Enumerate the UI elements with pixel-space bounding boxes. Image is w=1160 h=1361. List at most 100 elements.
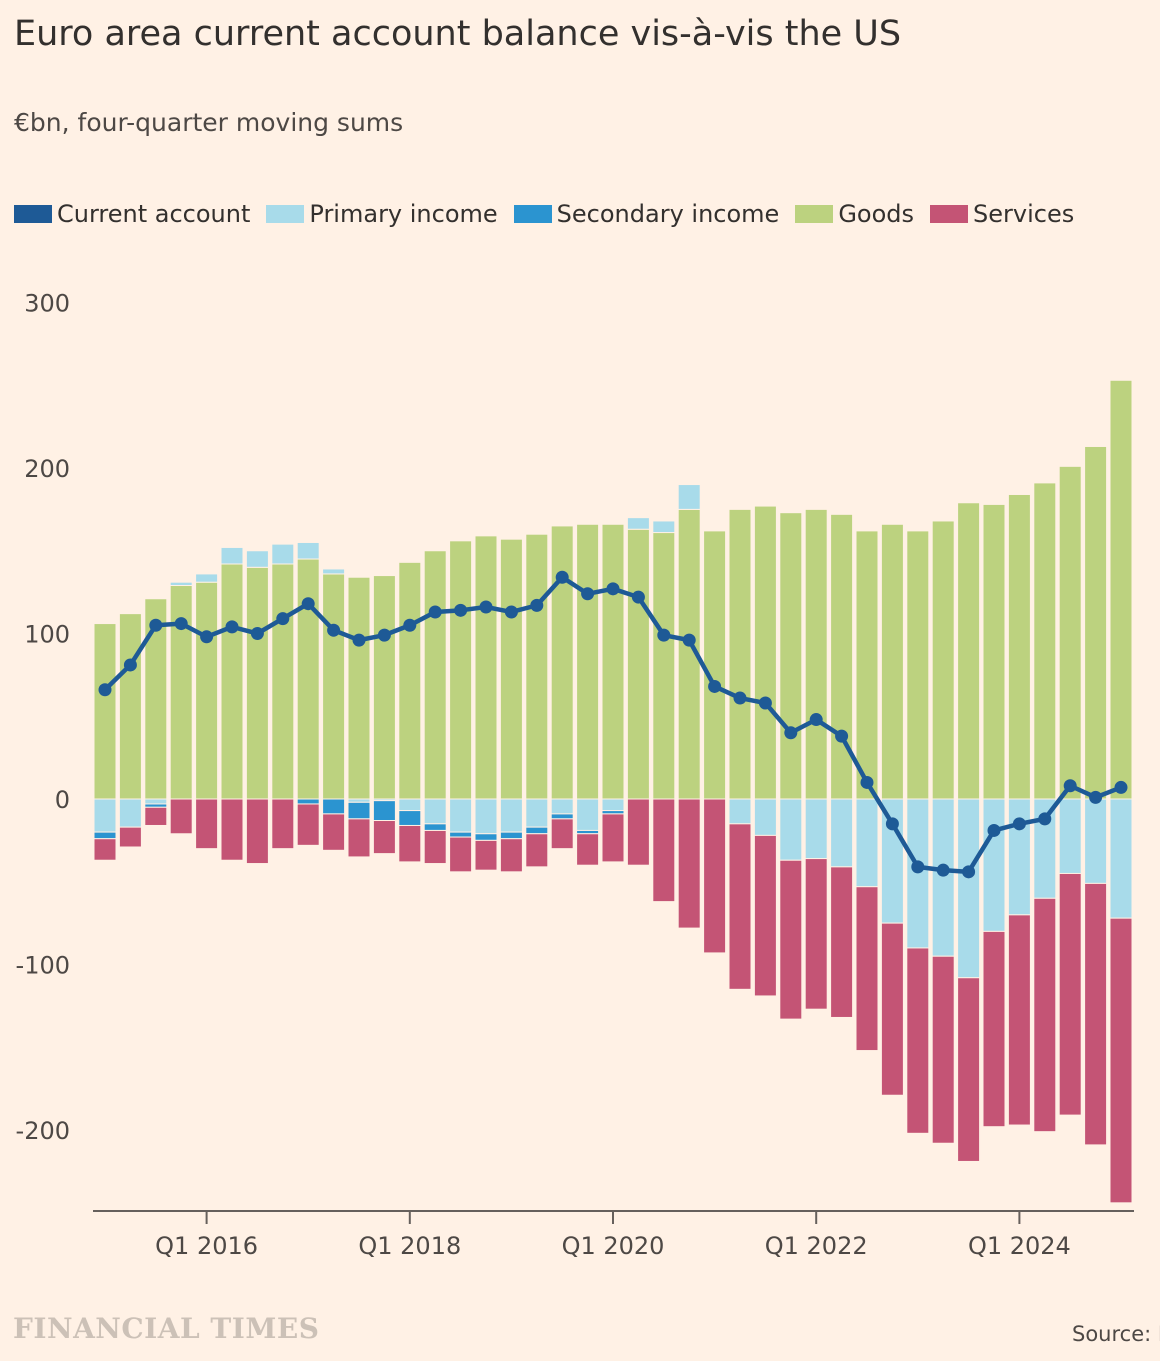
current-account-point xyxy=(1114,780,1128,794)
bar-primary-income xyxy=(779,798,803,861)
y-tick-label: 100 xyxy=(24,621,70,649)
bar-services xyxy=(245,798,269,865)
bar-primary-income xyxy=(449,798,473,833)
bar-services xyxy=(1058,872,1082,1116)
current-account-point xyxy=(555,570,569,584)
legend-label: Goods xyxy=(838,200,915,228)
y-tick-label: 200 xyxy=(24,455,70,483)
bar-primary-income xyxy=(1007,798,1031,916)
bar-goods xyxy=(576,523,600,800)
bar-goods xyxy=(449,540,473,800)
x-tick-label: Q1 2020 xyxy=(562,1232,665,1260)
bar-services xyxy=(322,813,346,851)
current-account-point xyxy=(657,628,671,642)
bar-goods xyxy=(804,508,828,800)
bar-services xyxy=(576,833,600,866)
bar-primary-income xyxy=(525,798,549,828)
bar-goods xyxy=(550,525,574,800)
bar-services xyxy=(703,798,727,954)
current-account-point xyxy=(174,617,188,631)
current-account-point xyxy=(758,696,772,710)
bar-services xyxy=(753,834,777,997)
bar-goods xyxy=(1033,482,1057,800)
x-tick-label: Q1 2022 xyxy=(765,1232,868,1260)
bar-goods xyxy=(1058,465,1082,800)
bar-goods xyxy=(347,576,371,800)
bar-goods xyxy=(220,563,244,800)
bar-goods xyxy=(271,563,295,800)
bar-primary-income xyxy=(195,573,219,583)
bar-primary-income xyxy=(830,798,854,868)
bar-services xyxy=(347,818,371,858)
bar-primary-income xyxy=(677,484,701,510)
current-account-point xyxy=(327,623,341,637)
bar-goods xyxy=(296,558,320,800)
bar-primary-income xyxy=(550,798,574,815)
legend-item-goods: Goods xyxy=(795,200,914,228)
y-tick-label: -200 xyxy=(16,1117,70,1145)
bar-goods xyxy=(906,530,930,800)
legend-item-current-account: Current account xyxy=(14,200,250,228)
y-tick-label: -100 xyxy=(16,952,70,980)
bar-goods xyxy=(1109,379,1133,800)
bar-secondary-income xyxy=(372,800,396,822)
bar-goods xyxy=(830,513,854,800)
legend-label: Primary income xyxy=(309,200,498,228)
bar-services xyxy=(601,813,625,863)
legend-swatch xyxy=(795,205,834,223)
chart-title: Euro area current account balance vis-à-… xyxy=(14,14,902,54)
y-tick-label: 300 xyxy=(24,290,70,318)
bar-services xyxy=(93,838,117,861)
bar-primary-income xyxy=(652,520,676,534)
bar-goods xyxy=(195,581,219,800)
current-account-point xyxy=(784,726,798,740)
current-account-point xyxy=(250,627,264,640)
bar-services xyxy=(271,798,295,850)
bar-services xyxy=(855,886,879,1052)
bar-secondary-income xyxy=(550,813,574,820)
bar-services xyxy=(499,838,523,873)
bar-goods xyxy=(1007,493,1031,800)
bar-goods xyxy=(474,535,498,800)
bar-goods xyxy=(525,533,549,800)
bar-primary-income xyxy=(245,550,269,568)
bar-secondary-income xyxy=(93,831,117,840)
current-account-point xyxy=(1038,812,1052,826)
bar-goods xyxy=(322,573,346,800)
legend-swatch xyxy=(14,205,52,223)
bar-secondary-income xyxy=(322,798,346,815)
current-account-point xyxy=(1089,790,1103,804)
current-account-point xyxy=(225,620,239,634)
bar-secondary-income xyxy=(499,831,523,840)
bar-primary-income xyxy=(855,798,879,888)
legend-item-services: Services xyxy=(930,200,1074,228)
bar-primary-income xyxy=(220,546,244,565)
bar-goods xyxy=(753,505,777,800)
x-tick-label: Q1 2024 xyxy=(968,1232,1071,1260)
bar-services xyxy=(830,866,854,1018)
bar-services xyxy=(195,798,219,850)
legend-item-secondary-income: Secondary income xyxy=(513,200,780,228)
legend-label: Secondary income xyxy=(556,200,780,228)
legend: Current account Primary income Secondary… xyxy=(14,200,1074,228)
bar-goods xyxy=(245,566,269,800)
bar-goods xyxy=(499,538,523,800)
bar-services xyxy=(220,798,244,861)
bar-goods xyxy=(626,528,650,800)
current-account-point xyxy=(352,633,366,647)
bar-primary-income xyxy=(144,798,168,805)
bar-primary-income xyxy=(1058,798,1082,874)
bar-secondary-income xyxy=(398,810,422,826)
legend-swatch xyxy=(930,205,969,223)
bar-goods xyxy=(703,530,727,800)
legend-label: Current account xyxy=(57,200,251,228)
current-account-point xyxy=(885,817,899,831)
bar-primary-income xyxy=(804,798,828,860)
ft-logo: FINANCIAL TIMES xyxy=(13,1312,320,1345)
current-account-point xyxy=(987,823,1001,837)
bar-services xyxy=(1033,897,1057,1133)
x-tick-label: Q1 2018 xyxy=(358,1232,461,1260)
bar-goods xyxy=(118,613,142,800)
bar-services xyxy=(372,820,396,855)
bar-services xyxy=(525,833,549,868)
